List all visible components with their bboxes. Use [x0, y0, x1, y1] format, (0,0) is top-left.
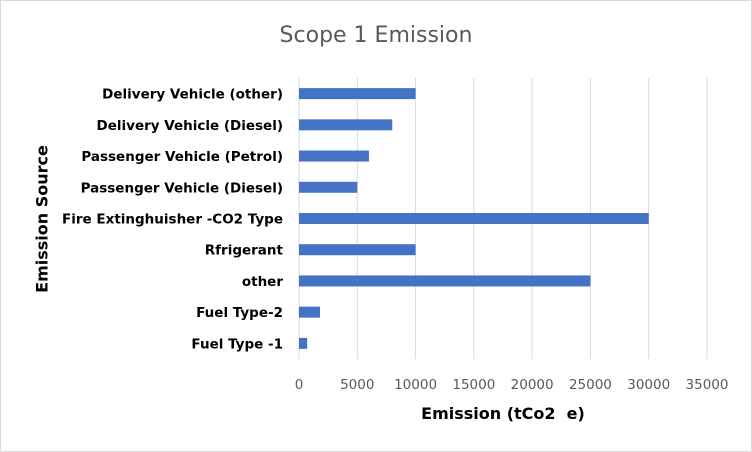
x-axis-label: Emission (tCo2 e)	[421, 404, 585, 423]
x-tick-label: 35000	[686, 377, 729, 393]
x-tick-label: 5000	[340, 377, 374, 393]
x-tick-label: 20000	[511, 377, 554, 393]
bar	[299, 213, 649, 224]
category-label: Fuel Type-2	[196, 305, 283, 321]
category-label: Rfrigerant	[205, 243, 284, 259]
category-label: Passenger Vehicle (Petrol)	[81, 149, 283, 165]
category-label: Passenger Vehicle (Diesel)	[81, 180, 283, 196]
bar	[299, 181, 358, 193]
bar	[299, 119, 393, 131]
category-label: Delivery Vehicle (Diesel)	[97, 118, 283, 134]
x-tick-label: 0	[295, 377, 304, 393]
x-tick-label: 25000	[569, 377, 612, 393]
category-label: other	[242, 274, 283, 290]
category-label: Fire Extinghuisher -CO2 Type	[62, 212, 283, 228]
category-label: Delivery Vehicle (other)	[102, 87, 283, 103]
bar	[299, 150, 369, 162]
bar	[299, 88, 416, 100]
bar	[299, 244, 416, 256]
x-tick-label: 15000	[452, 377, 495, 393]
bar	[299, 306, 320, 318]
bar	[299, 337, 308, 349]
x-tick-label: 30000	[627, 377, 670, 393]
category-label: Fuel Type -1	[191, 336, 283, 352]
chart-title: Scope 1 Emission	[279, 23, 473, 48]
bar	[299, 275, 591, 287]
x-tick-label: 10000	[394, 377, 437, 393]
